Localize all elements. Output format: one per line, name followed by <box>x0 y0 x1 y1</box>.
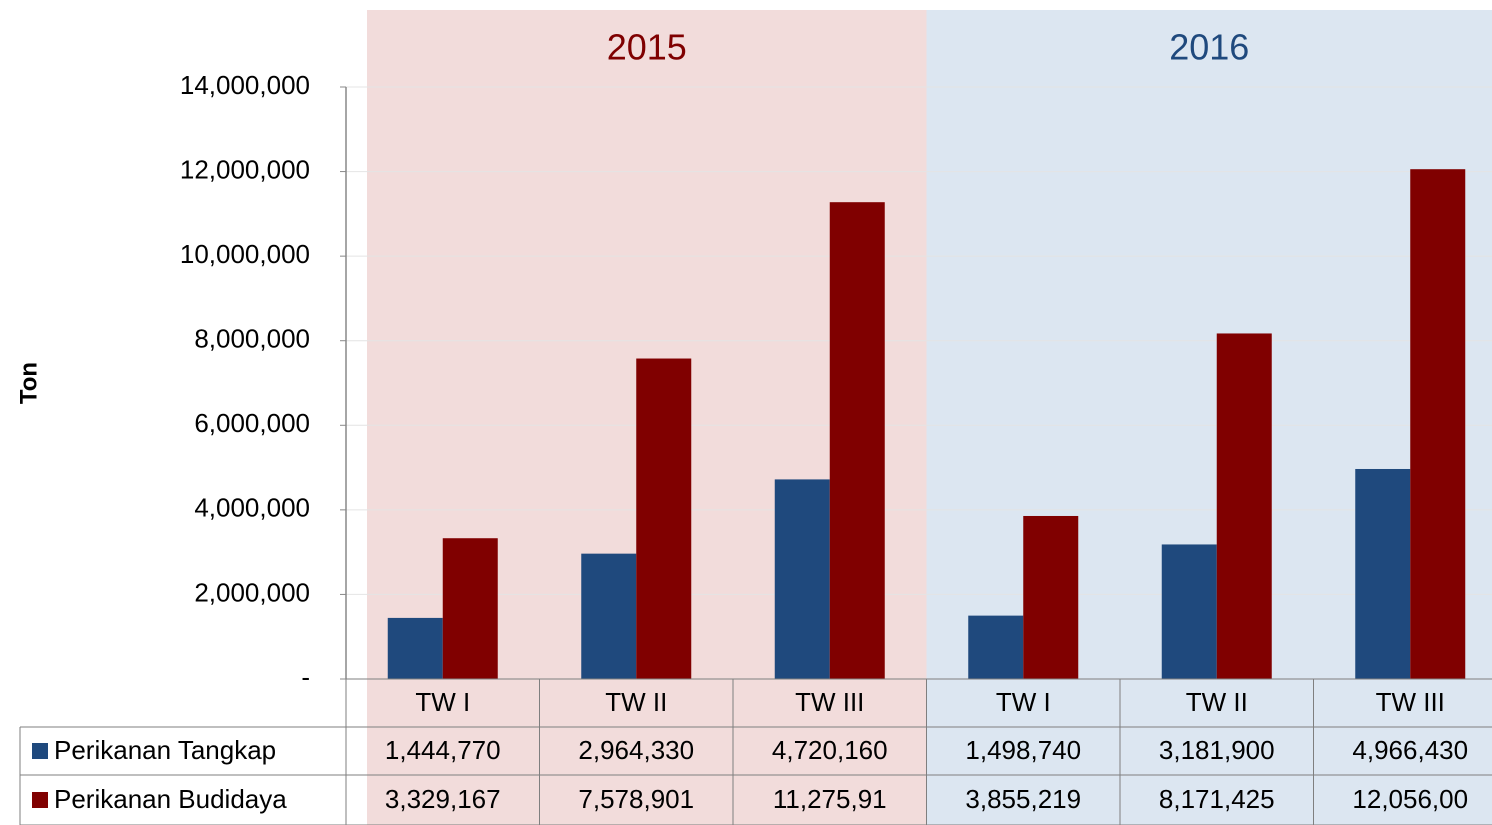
y-tick-label: 12,000,000 <box>180 154 310 184</box>
table-cell: 12,056,00 <box>1352 784 1468 814</box>
x-tick-label: TW III <box>1376 687 1445 717</box>
bar <box>829 202 885 679</box>
bar <box>442 538 498 679</box>
y-tick-label: 8,000,000 <box>194 324 310 354</box>
table-cell: 3,855,219 <box>965 784 1081 814</box>
x-tick-label: TW I <box>415 687 470 717</box>
table-cell: 3,329,167 <box>385 784 501 814</box>
y-tick-label: 14,000,000 <box>180 70 310 100</box>
bar <box>387 617 443 679</box>
bar <box>1023 515 1079 679</box>
table-cell: 8,171,425 <box>1159 784 1275 814</box>
bar <box>774 479 830 679</box>
bar <box>581 553 637 679</box>
bar <box>1355 468 1411 679</box>
x-tick-label: TW III <box>795 687 864 717</box>
year-label: 2015 <box>607 27 687 68</box>
table-cell: 3,181,900 <box>1159 735 1275 765</box>
legend-label: Perikanan Tangkap <box>54 735 276 765</box>
year-band <box>926 10 1492 825</box>
table-cell: 4,966,430 <box>1352 735 1468 765</box>
legend-swatch <box>32 743 48 759</box>
y-tick-label: - <box>301 662 310 692</box>
bar <box>968 615 1024 679</box>
y-axis-title: Ton <box>15 362 42 404</box>
legend-swatch <box>32 792 48 808</box>
table-cell: 1,498,740 <box>965 735 1081 765</box>
table-cell: 7,578,901 <box>578 784 694 814</box>
y-tick-label: 10,000,000 <box>180 239 310 269</box>
bar <box>1161 544 1217 679</box>
legend-label: Perikanan Budidaya <box>54 784 287 814</box>
year-label: 2016 <box>1169 27 1249 68</box>
table-cell: 1,444,770 <box>385 735 501 765</box>
table-cell: 4,720,160 <box>772 735 888 765</box>
bar <box>1410 169 1466 679</box>
table-cell: 11,275,91 <box>773 784 887 814</box>
y-tick-label: 6,000,000 <box>194 408 310 438</box>
x-tick-label: TW I <box>996 687 1051 717</box>
x-tick-label: TW II <box>605 687 667 717</box>
x-tick-label: TW II <box>1186 687 1248 717</box>
y-tick-label: 2,000,000 <box>194 577 310 607</box>
bar <box>636 358 692 679</box>
y-tick-label: 4,000,000 <box>194 493 310 523</box>
bar <box>1216 333 1272 679</box>
table-cell: 2,964,330 <box>578 735 694 765</box>
